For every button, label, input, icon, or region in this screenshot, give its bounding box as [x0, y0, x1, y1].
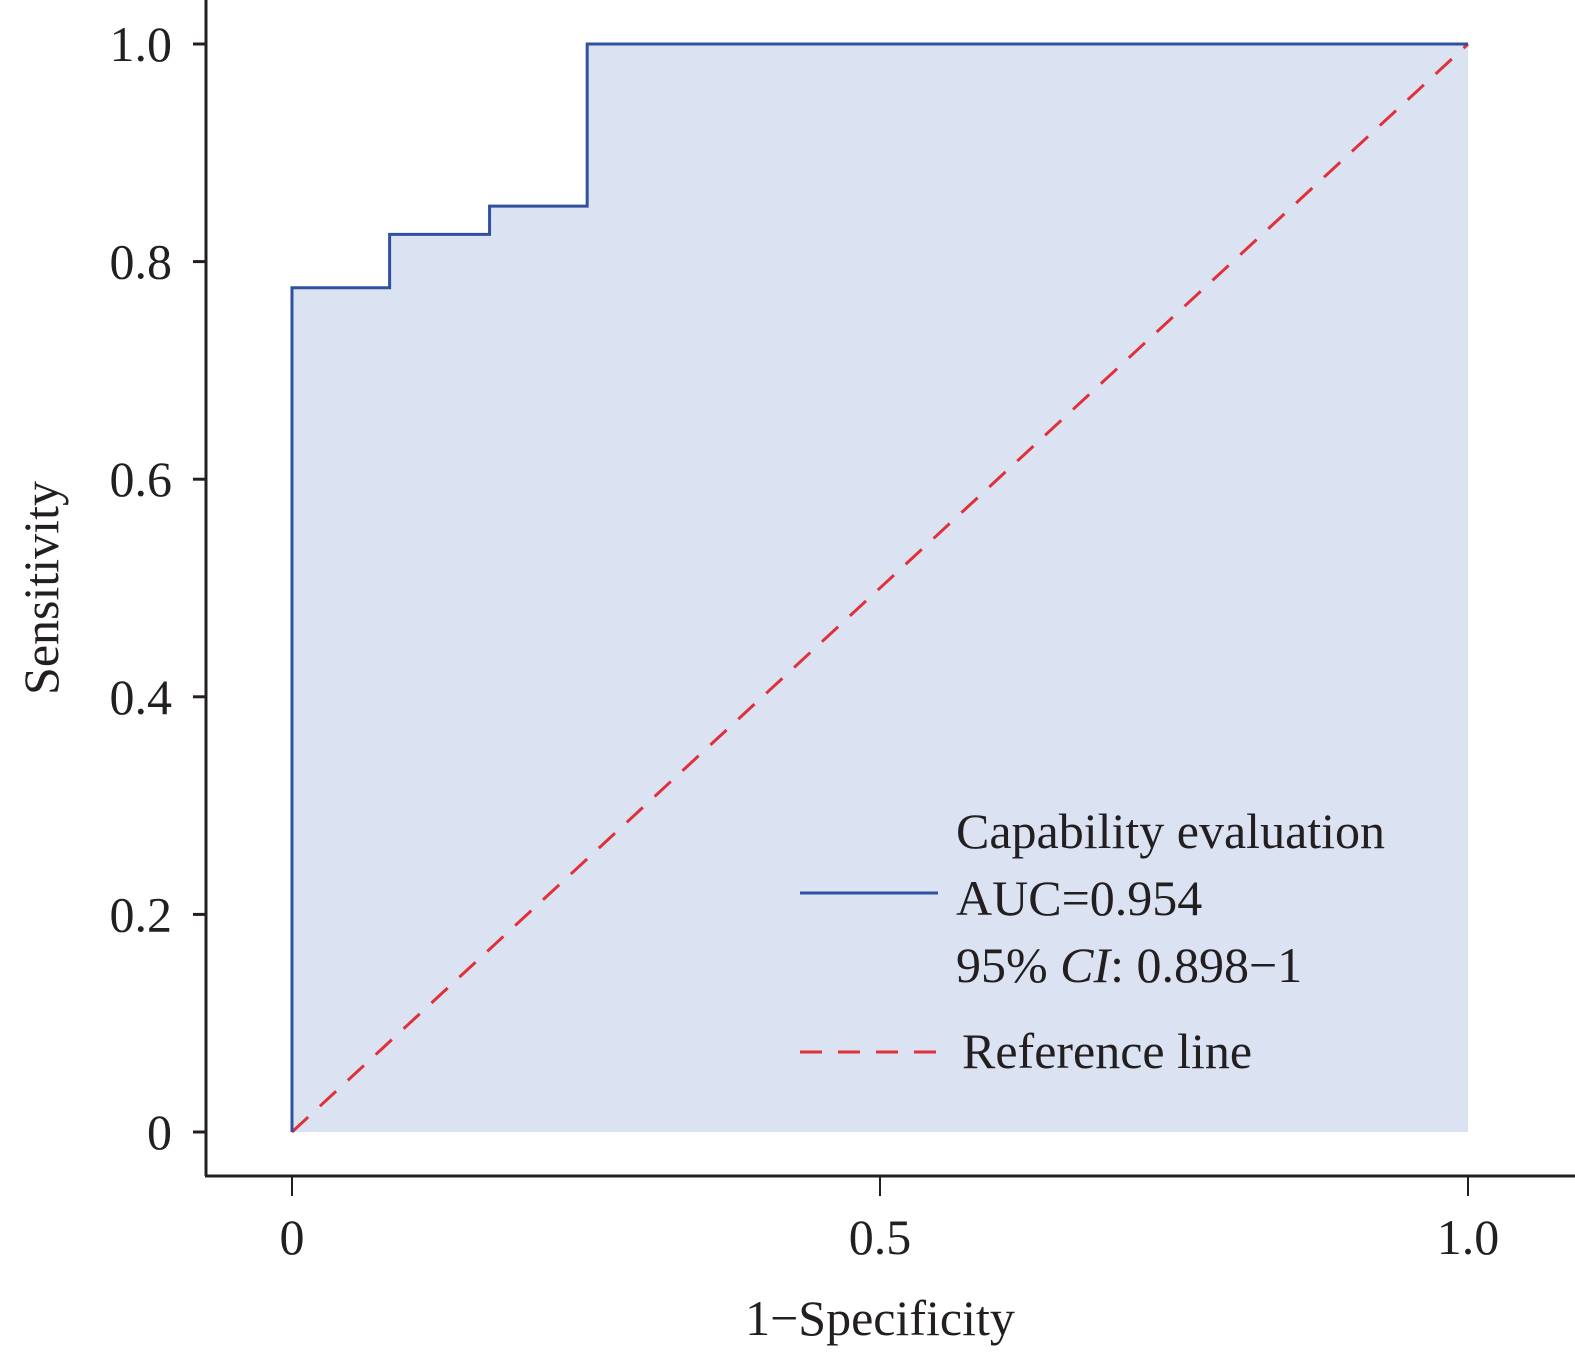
y-axis-label: Sensitivity — [13, 481, 69, 695]
y-tick-label: 0.2 — [110, 886, 173, 942]
legend-ci-prefix: 95% — [956, 937, 1060, 993]
legend-label-ci: 95% CI: 0.898−1 — [956, 937, 1302, 993]
x-axis-label: 1−Specificity — [745, 1290, 1015, 1346]
reference-line — [290, 42, 1470, 1134]
legend-label-roc-name: Capability evaluation — [956, 803, 1385, 859]
y-tick-label: 0.8 — [110, 234, 173, 290]
x-tick-label: 0.5 — [849, 1209, 912, 1265]
roc-curve-line — [290, 42, 1468, 1132]
axes-layer — [204, 0, 1575, 1178]
legend-label-auc: AUC=0.954 — [956, 870, 1202, 926]
y-tick-label: 0.6 — [110, 451, 173, 507]
y-tick-label: 0 — [147, 1104, 172, 1160]
x-tick-label: 0 — [280, 1209, 305, 1265]
series-layer — [290, 42, 1470, 1134]
legend-ci-suffix: : 0.898−1 — [1110, 937, 1302, 993]
legend-ci-italic: CI — [1060, 937, 1112, 993]
x-tick-label: 1.0 — [1437, 1209, 1500, 1265]
y-tick-label: 0.4 — [110, 669, 173, 725]
y-tick-label: 1.0 — [110, 16, 173, 72]
ticks-layer: 0 0.2 0.4 0.6 0.8 1.0 0 0.5 1.0 — [110, 16, 1500, 1265]
legend-label-reference: Reference line — [962, 1023, 1252, 1079]
legend: Capability evaluation AUC=0.954 95% CI: … — [800, 803, 1385, 1079]
